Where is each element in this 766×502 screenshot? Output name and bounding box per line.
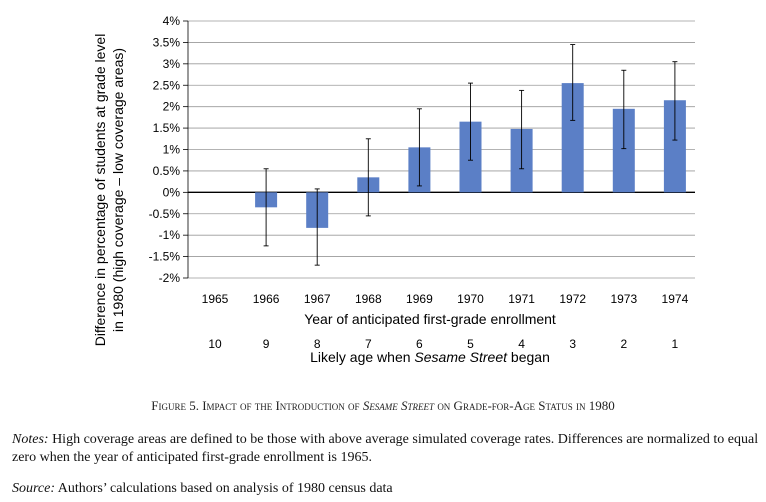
y-tick-label: 3.5% [153, 35, 181, 49]
age-tick-label: 7 [365, 337, 372, 351]
y-tick-label: 3% [163, 57, 181, 71]
x-tick-label: 1973 [610, 292, 637, 306]
y-tick-label: 0% [163, 185, 181, 199]
age-tick-label: 5 [467, 337, 474, 351]
x-axis-title: Year of anticipated first-grade enrollme… [304, 311, 556, 327]
y-axis-title-line1: Difference in percentage of students at … [92, 34, 108, 347]
x-tick-label: 1974 [662, 292, 689, 306]
x-tick-label: 1972 [559, 292, 586, 306]
y-axis-title-line2: in 1980 (high coverage – low coverage ar… [110, 48, 126, 332]
bar-chart: 4% 3.5% 3% 2.5% 2% 1.5% 1% 0.5% 0% -0.5% -1% -1.5% -… [92, 14, 695, 365]
age-tick-label: 6 [416, 337, 423, 351]
age-tick-label: 1 [672, 337, 679, 351]
gridlines [188, 20, 695, 279]
x-axis-title-2: Likely age when Sesame Street began [310, 349, 550, 365]
notes-text: High coverage areas are defined to be th… [12, 432, 759, 465]
bar [663, 100, 686, 193]
age-tick-label: 9 [263, 337, 270, 351]
y-tick-label: -2% [159, 271, 181, 285]
age-tick-label: 2 [620, 337, 627, 351]
y-tick-label: 2% [163, 100, 181, 114]
caption-prefix: Figure 5. Impact of the Introduction of [151, 398, 363, 413]
age-tick-label: 10 [208, 337, 222, 351]
y-tick-label: 1.5% [153, 121, 181, 135]
source-text: Authors’ calculations based on analysis … [55, 481, 393, 496]
notes: Notes: High coverage areas are defined t… [12, 431, 760, 467]
y-tick-label: 1% [163, 143, 181, 157]
x-tick-label: 1967 [304, 292, 331, 306]
source-label: Source: [12, 481, 56, 496]
bar [561, 83, 584, 193]
caption-suffix: on Grade-for-Age Status in 1980 [434, 398, 615, 413]
caption-italic: Sesame Street [362, 398, 435, 413]
y-tick-label: -0.5% [149, 207, 181, 221]
bar [612, 108, 635, 193]
y-tick-label: 4% [163, 14, 181, 28]
y-tick-label: -1.5% [149, 250, 181, 264]
y-tick-label: 2.5% [153, 78, 181, 92]
x-tick-label: 1966 [253, 292, 280, 306]
x-tick-label: 1971 [508, 292, 535, 306]
age-tick-label: 4 [518, 337, 525, 351]
age-tick-label: 3 [569, 337, 576, 351]
x-tick-label: 1968 [355, 292, 382, 306]
y-tick-label: -1% [159, 228, 181, 242]
x-tick-labels: 1965 1966 1967 1968 1969 1970 1971 1972 1973 1974 [202, 292, 689, 306]
x-tick-label: 1965 [202, 292, 229, 306]
x-tick-label: 1969 [406, 292, 433, 306]
age-tick-labels: 10 9 8 7 6 5 4 3 2 1 [208, 337, 678, 351]
figure-caption: Figure 5. Impact of the Introduction of … [0, 398, 766, 414]
error-bars [263, 44, 678, 266]
x-tick-label: 1970 [457, 292, 484, 306]
notes-label: Notes: [12, 432, 49, 447]
y-axis: 4% 3.5% 3% 2.5% 2% 1.5% 1% 0.5% 0% -0.5% -1% -1.5% -… [149, 14, 189, 285]
age-tick-label: 8 [314, 337, 321, 351]
y-tick-label: 0.5% [153, 164, 181, 178]
source: Source: Authors’ calculations based on a… [12, 481, 760, 497]
